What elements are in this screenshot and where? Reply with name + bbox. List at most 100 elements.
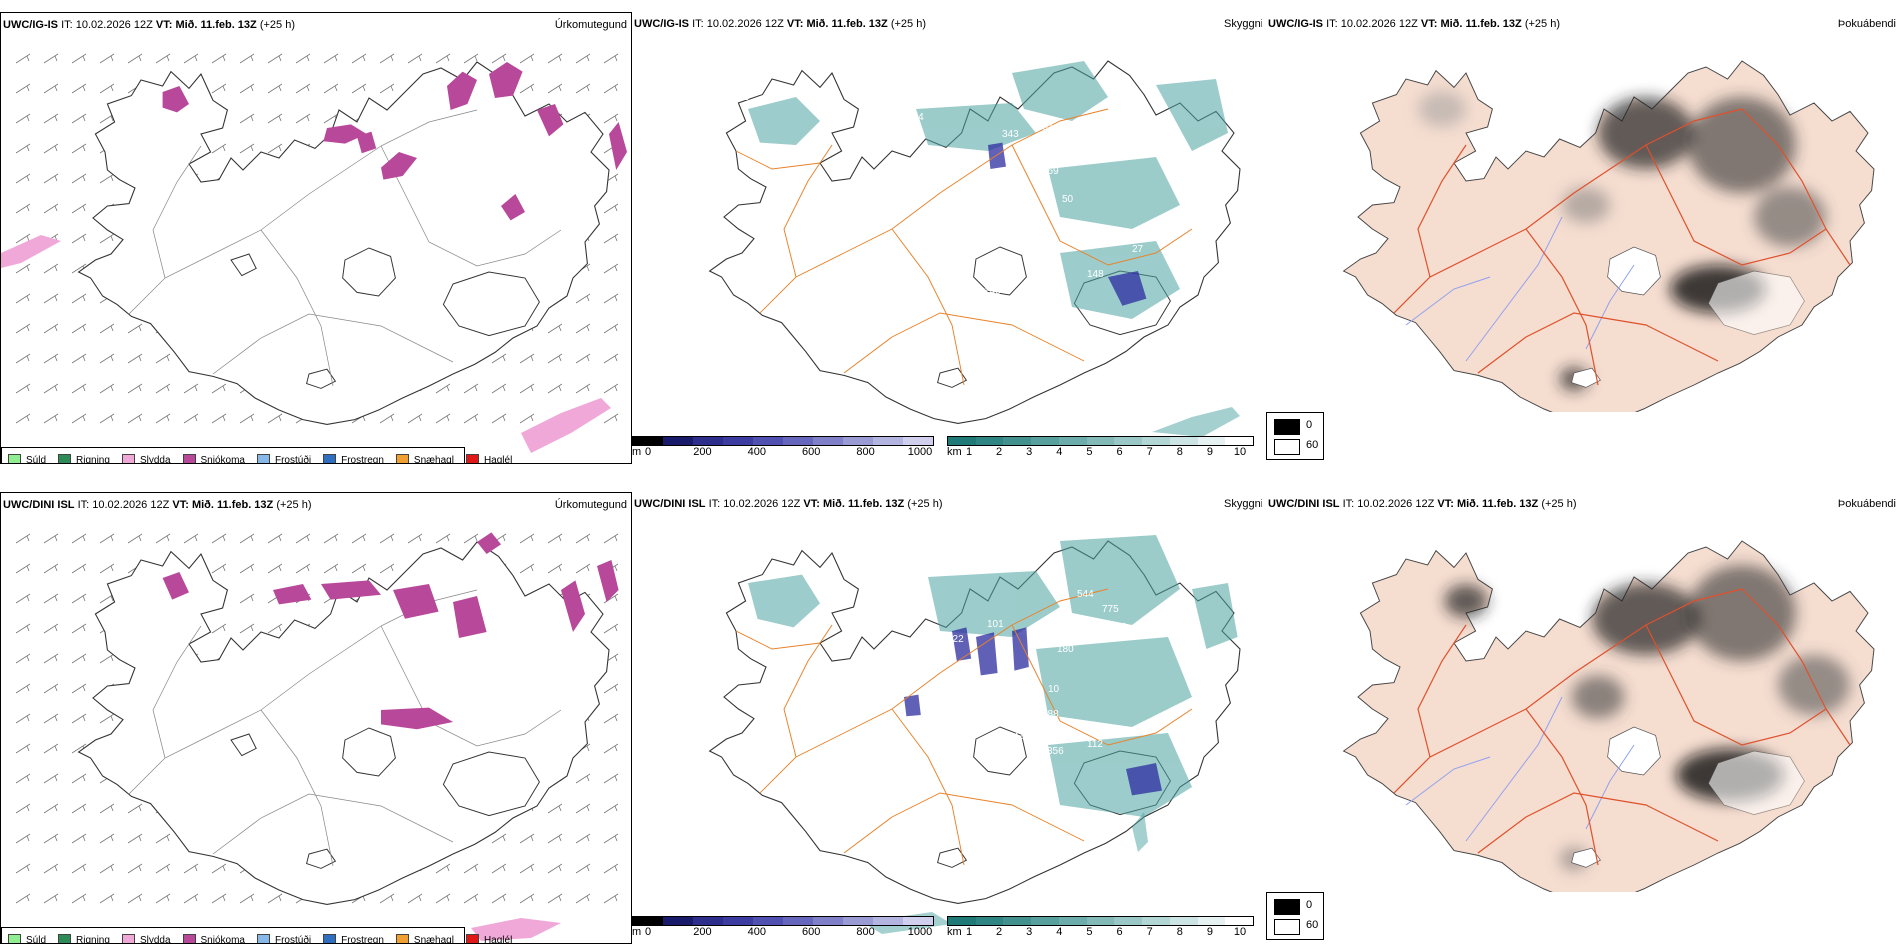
colorbar-segment-2 (1003, 917, 1032, 925)
wind-barb (239, 593, 255, 604)
wind-barb (15, 383, 31, 394)
ceiling-label: 10 (1048, 684, 1060, 695)
ceiling-label: 143 (917, 632, 934, 643)
rivers (1405, 216, 1635, 362)
visibility-unit: km (947, 926, 962, 938)
ceiling-label: 302 (932, 654, 949, 665)
rivers (1405, 696, 1635, 842)
legend-swatch (8, 453, 21, 463)
lead-time: (+25 h) (276, 499, 312, 511)
wind-barb (463, 53, 479, 64)
colorbar-tick-4: 4 (1056, 446, 1063, 458)
legend-label: Haglél (483, 454, 513, 464)
road-network (735, 108, 1193, 386)
lead-time: (+25 h) (1541, 498, 1577, 510)
wind-barb (99, 803, 115, 814)
wind-barb (519, 413, 535, 424)
wind-barb (43, 353, 59, 364)
wind-barb (127, 413, 143, 424)
low-visibility-areas (748, 61, 1228, 319)
vt-value: Mið. 11.feb. 13Z (1440, 18, 1522, 30)
wind-barb (379, 83, 395, 94)
colorbar-tick-9: 9 (1206, 926, 1213, 938)
wind-barb (267, 413, 283, 424)
wind-barb (15, 533, 31, 544)
colorbar-segment-2 (693, 917, 723, 925)
wind-barb (99, 173, 115, 184)
cloud-legend-swatch-0 (1274, 419, 1300, 435)
it-value: 10.02.2026 12Z (1357, 498, 1435, 510)
colorbar-tick-200: 200 (693, 446, 712, 458)
wind-barb (211, 563, 227, 574)
wind-barb (603, 293, 619, 304)
wind-barb (351, 83, 367, 94)
colorbar-segment-5 (1086, 437, 1115, 445)
legend-item-4: Frostúði (256, 453, 311, 463)
wind-barb (603, 683, 619, 694)
wind-barb (43, 803, 59, 814)
wind-barb (575, 773, 591, 784)
wind-barb (71, 233, 87, 244)
wind-barb (15, 743, 31, 754)
wind-barb (211, 383, 227, 394)
sleet-areas (1, 235, 611, 453)
wind-barb (239, 413, 255, 424)
wind-barb (155, 413, 171, 424)
colorbar-segment-0 (633, 917, 663, 925)
legend-item-3: Snjókoma (182, 453, 245, 463)
precip-type-panel-row2: UWC/DINI ISL IT: 10.02.2026 12Z VT: Mið.… (0, 492, 632, 944)
wind-barb (575, 893, 591, 904)
wind-barb (603, 413, 619, 424)
wind-barb (43, 83, 59, 94)
legend-swatch (8, 933, 21, 943)
colorbar-segment-7 (1142, 917, 1170, 925)
legend-swatch (256, 933, 270, 943)
wind-barb (407, 533, 423, 544)
colorbar-segment-6 (813, 437, 843, 445)
snow-areas (162, 62, 627, 221)
legend-label: Slydda (139, 934, 171, 944)
wind-barb (99, 893, 115, 904)
wind-barb (603, 743, 619, 754)
ceiling-unit: m (632, 446, 642, 458)
colorbar-tick-4: 4 (1056, 926, 1063, 938)
legend-item-3: Snjókoma (182, 933, 245, 943)
ceiling-label: 269 (1042, 166, 1059, 177)
wind-barb (463, 533, 479, 544)
wind-barb (351, 53, 367, 64)
visibility-map: 339 332 808 374 343 331 398 153 26 269 22 50 316 140 1… (707, 60, 1241, 437)
colorbar-segment-4 (1058, 437, 1087, 445)
wind-barb (71, 383, 87, 394)
cloud-legend-label-0: 0 (1306, 899, 1313, 911)
wind-barb (575, 83, 591, 94)
wind-barb (379, 893, 395, 904)
wind-barb (15, 833, 31, 844)
wind-barb (127, 833, 143, 844)
legend-swatch (465, 933, 479, 943)
wind-barb (155, 863, 171, 874)
wind-barb (71, 323, 87, 334)
ceiling-labels: 339 332 808 374 343 331 398 153 26 269 22 50 316 140 1… (707, 86, 1144, 297)
colorbar-segment-3 (1031, 917, 1059, 925)
vt-label: VT: (1437, 498, 1454, 510)
cloud-map (1342, 540, 1875, 892)
wind-barb (295, 563, 311, 574)
wind-barb (547, 533, 563, 544)
wind-barb (211, 143, 227, 154)
colorbar-tick-7: 7 (1146, 446, 1153, 458)
it-label: IT: (61, 19, 73, 31)
legend-label: Frostúði (274, 934, 312, 944)
iceland-outline (78, 61, 610, 426)
colorbar-segment-3 (723, 917, 753, 925)
colorbar-segment-4 (753, 917, 783, 925)
wind-barb (155, 53, 171, 64)
wind-barb (351, 533, 367, 544)
wind-barb (239, 533, 255, 544)
wind-barb (575, 53, 591, 64)
panel-param-name: Skyggni (1224, 498, 1262, 510)
wind-barb (267, 113, 283, 124)
wind-barb (603, 833, 619, 844)
wind-barb (575, 533, 591, 544)
